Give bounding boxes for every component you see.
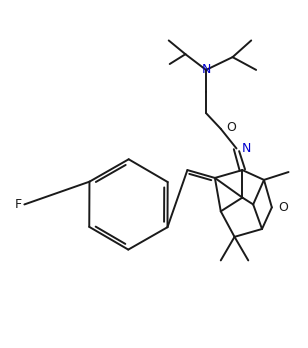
Text: O: O [227, 121, 237, 134]
Text: N: N [241, 142, 251, 155]
Text: F: F [14, 198, 22, 211]
Text: N: N [201, 63, 211, 77]
Text: O: O [279, 201, 289, 214]
